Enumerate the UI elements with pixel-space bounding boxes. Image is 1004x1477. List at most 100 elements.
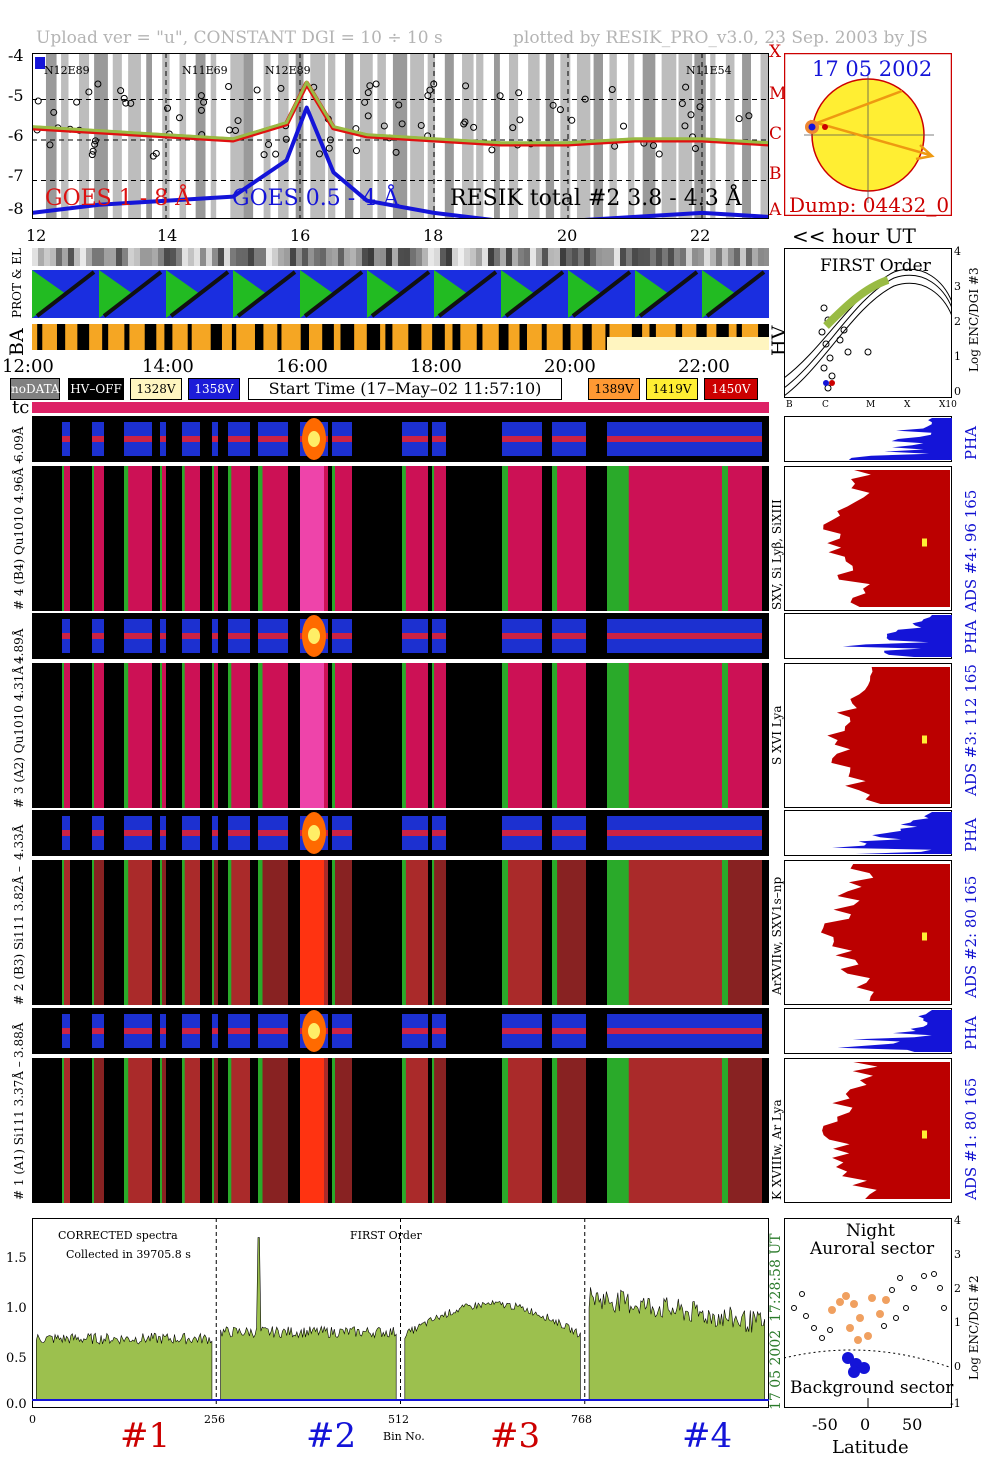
fo-ytick-1: 1 <box>954 350 961 363</box>
electron-cell <box>236 248 242 266</box>
electron-cell <box>380 248 386 266</box>
resik-point <box>462 82 470 90</box>
spectrogram-band <box>332 1058 352 1203</box>
orbit-auroral-label: Auroral sector <box>810 1239 935 1259</box>
resik-point <box>326 136 334 144</box>
electron-cell <box>536 248 542 266</box>
hour-tick-22: 22 <box>690 226 711 245</box>
pha-line <box>332 1028 352 1034</box>
legend-1328v: 1328V <box>130 378 182 400</box>
spectrogram-band <box>502 466 542 611</box>
saa-band <box>678 53 693 219</box>
orbit-ytick-2: 2 <box>954 1282 961 1295</box>
pha-line <box>502 436 542 442</box>
ba-gap <box>322 324 334 350</box>
electron-cell <box>434 248 440 266</box>
electron-cell <box>290 248 296 266</box>
spectrogram-edge <box>124 860 129 1005</box>
spectrum-segment-3 <box>404 1299 581 1401</box>
ch2-ads-label: ADS #2: 80 165 <box>962 875 980 998</box>
orbit-ytick-0: 0 <box>954 1360 961 1373</box>
pha-line <box>182 633 200 639</box>
pha-line <box>607 436 752 442</box>
pha-line <box>502 1028 542 1034</box>
electron-cell <box>560 248 566 266</box>
spectrogram-edge <box>124 466 129 611</box>
pha-line <box>182 436 200 442</box>
spectrogram-band <box>182 860 200 1005</box>
electron-cell <box>164 248 170 266</box>
spec-ytick-10: 1.0 <box>6 1301 27 1316</box>
electron-cell <box>512 248 518 266</box>
spectrogram-edge <box>182 663 185 808</box>
fo-ytick-4: 4 <box>954 245 961 258</box>
spectrogram-band <box>212 663 218 808</box>
electron-cell <box>758 248 764 266</box>
electron-cell <box>116 248 122 266</box>
spectrogram-band <box>258 663 288 808</box>
electron-cell <box>548 248 554 266</box>
saa-band <box>444 53 454 219</box>
resik-point <box>325 144 333 152</box>
pha-line <box>228 436 250 442</box>
electron-cell <box>734 248 740 266</box>
hour-tick-16: 16 <box>290 226 311 245</box>
spectrogram-edge <box>212 1058 214 1203</box>
resik-point <box>488 146 496 154</box>
ba-gap <box>124 324 130 350</box>
ba-gap <box>340 324 355 350</box>
ba-gap <box>432 324 445 350</box>
pha-line <box>62 436 70 442</box>
spectrogram-band <box>228 860 250 1005</box>
time-tick-1800: 18:00 <box>410 356 462 377</box>
electron-cell <box>524 248 530 266</box>
spectrogram-edge <box>502 663 508 808</box>
electron-cell <box>464 248 470 266</box>
pha-line <box>160 830 166 836</box>
spec-date-label: 17 05 2002 <box>768 1329 784 1410</box>
electron-cell <box>632 248 638 266</box>
ch3-lines-label: S XVI Lya <box>770 705 784 766</box>
electron-cell <box>578 248 584 266</box>
spectrogram-edge <box>502 860 508 1005</box>
spectrogram-edge <box>722 860 728 1005</box>
spectrogram-band <box>182 1058 200 1203</box>
spectrogram-band <box>552 1058 586 1203</box>
electron-cell <box>170 248 176 266</box>
lat-tick-m50: -50 <box>812 1415 838 1434</box>
spectrogram-band <box>432 1058 446 1203</box>
proton-track <box>303 270 364 318</box>
spectrogram-band <box>228 663 250 808</box>
resik-point <box>277 84 285 92</box>
saa-band <box>593 53 603 219</box>
status-strips <box>32 248 769 350</box>
electron-cell <box>122 248 128 266</box>
spectrogram-edge <box>160 466 162 611</box>
ch1-spec-label: # 1 (A1) Si111 3.37Å – <box>12 1061 26 1200</box>
electron-cell <box>212 248 218 266</box>
electron-cell <box>266 248 272 266</box>
ch2-spec-label: # 2 (B3) Si111 3.82Å – <box>12 866 26 1005</box>
saa-band <box>609 53 617 219</box>
pha-histograms <box>784 416 952 1203</box>
electron-cell <box>152 248 158 266</box>
electron-cell <box>296 248 302 266</box>
ch3-pha-label: PHA <box>962 619 980 654</box>
spectrogram-edge <box>258 860 263 1005</box>
spectrogram-band <box>92 860 104 1005</box>
spectrogram-edge <box>552 860 558 1005</box>
electron-cell <box>254 248 260 266</box>
pha-line <box>432 830 446 836</box>
electron-cell <box>302 248 308 266</box>
electron-cell <box>650 248 656 266</box>
active-region-2: N11E69 <box>182 64 228 77</box>
pha-line <box>92 633 104 639</box>
pha-line <box>258 633 288 639</box>
proton-track <box>638 270 699 318</box>
flare-column <box>300 1058 324 1203</box>
spectrum-annotation-2: Collected in 39705.8 s <box>66 1248 191 1261</box>
goes-lightcurve-plot <box>32 53 769 219</box>
electron-cell <box>146 248 152 266</box>
saa-band <box>278 53 289 219</box>
legend-hv-off: HV–OFF <box>68 378 124 400</box>
